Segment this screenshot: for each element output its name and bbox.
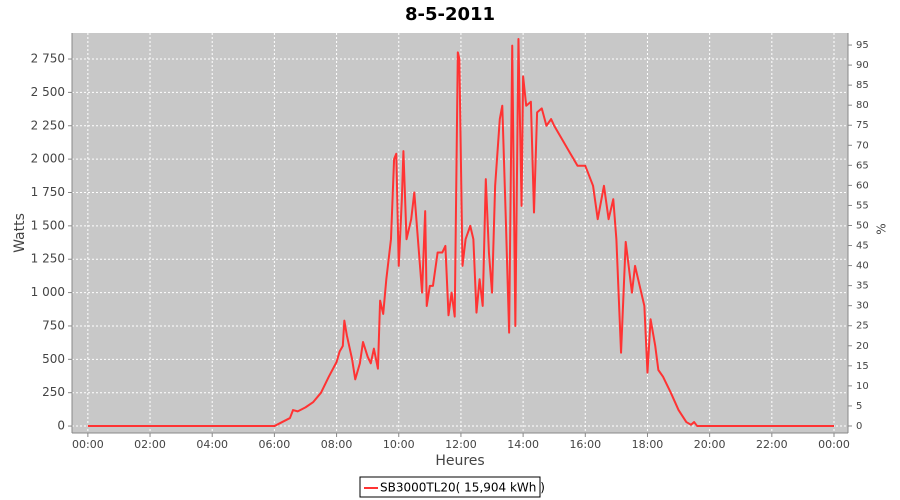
- y-tick-label: 2 750: [31, 52, 65, 66]
- y2-tick-label: 70: [856, 140, 869, 151]
- legend-label: SB3000TL20( 15,904 kWh ): [380, 481, 545, 495]
- x-tick-label: 12:00: [445, 438, 477, 451]
- y2-tick-label: 20: [856, 341, 869, 352]
- x-tick-label: 10:00: [383, 438, 415, 451]
- y2-tick-label: 35: [856, 281, 869, 292]
- y2-tick-label: 50: [856, 220, 869, 231]
- y2-tick-label: 15: [856, 361, 869, 372]
- y2-tick-label: 40: [856, 261, 869, 272]
- y-tick-label: 2 250: [31, 118, 65, 132]
- y-tick-label: 2 500: [31, 85, 65, 99]
- y-tick-label: 2 000: [31, 152, 65, 166]
- y2-tick-label: 5: [856, 401, 862, 412]
- y-tick-label: 0: [57, 419, 65, 433]
- legend: [359, 476, 541, 498]
- x-tick-label: 18:00: [632, 438, 664, 451]
- x-tick-label: 20:00: [694, 438, 726, 451]
- y2-tick-label: 80: [856, 100, 869, 111]
- y2-tick-label: 25: [856, 321, 869, 332]
- y2-tick-label: 10: [856, 381, 869, 392]
- x-tick-label: 22:00: [756, 438, 788, 451]
- data-line: [87, 38, 835, 428]
- y2-tick-label: 85: [856, 80, 869, 91]
- y2-tick-label: 0: [856, 421, 862, 432]
- x-tick-label: 04:00: [196, 438, 228, 451]
- x-tick-label: 00:00: [72, 438, 104, 451]
- y-tick-label: 1 000: [31, 285, 65, 299]
- y2-tick-label: 55: [856, 200, 869, 211]
- y-axis-label: Watts: [12, 213, 28, 253]
- y2-tick-label: 30: [856, 301, 869, 312]
- x-tick-label: 16:00: [569, 438, 601, 451]
- y-tick-label: 250: [42, 385, 65, 399]
- x-tick-label: 00:00: [818, 438, 850, 451]
- x-tick-label: 06:00: [259, 438, 291, 451]
- y2-tick-label: 60: [856, 180, 869, 191]
- y2-tick-label: 65: [856, 160, 869, 171]
- y2-tick-label: 75: [856, 120, 869, 131]
- y2-tick-label: 45: [856, 241, 869, 252]
- y2-axis-label: %: [875, 223, 889, 234]
- x-axis-label: Heures: [435, 453, 484, 469]
- chart-title: 8-5-2011: [405, 4, 495, 25]
- y-tick-label: 1 750: [31, 185, 65, 199]
- y-tick-label: 1 500: [31, 218, 65, 232]
- x-tick-label: 08:00: [321, 438, 353, 451]
- y-tick-label: 750: [42, 318, 65, 332]
- y-tick-label: 1 250: [31, 252, 65, 266]
- y2-tick-label: 90: [856, 60, 869, 71]
- y2-tick-label: 95: [856, 40, 869, 51]
- x-tick-label: 02:00: [134, 438, 166, 451]
- y-tick-label: 500: [42, 352, 65, 366]
- x-tick-label: 14:00: [507, 438, 539, 451]
